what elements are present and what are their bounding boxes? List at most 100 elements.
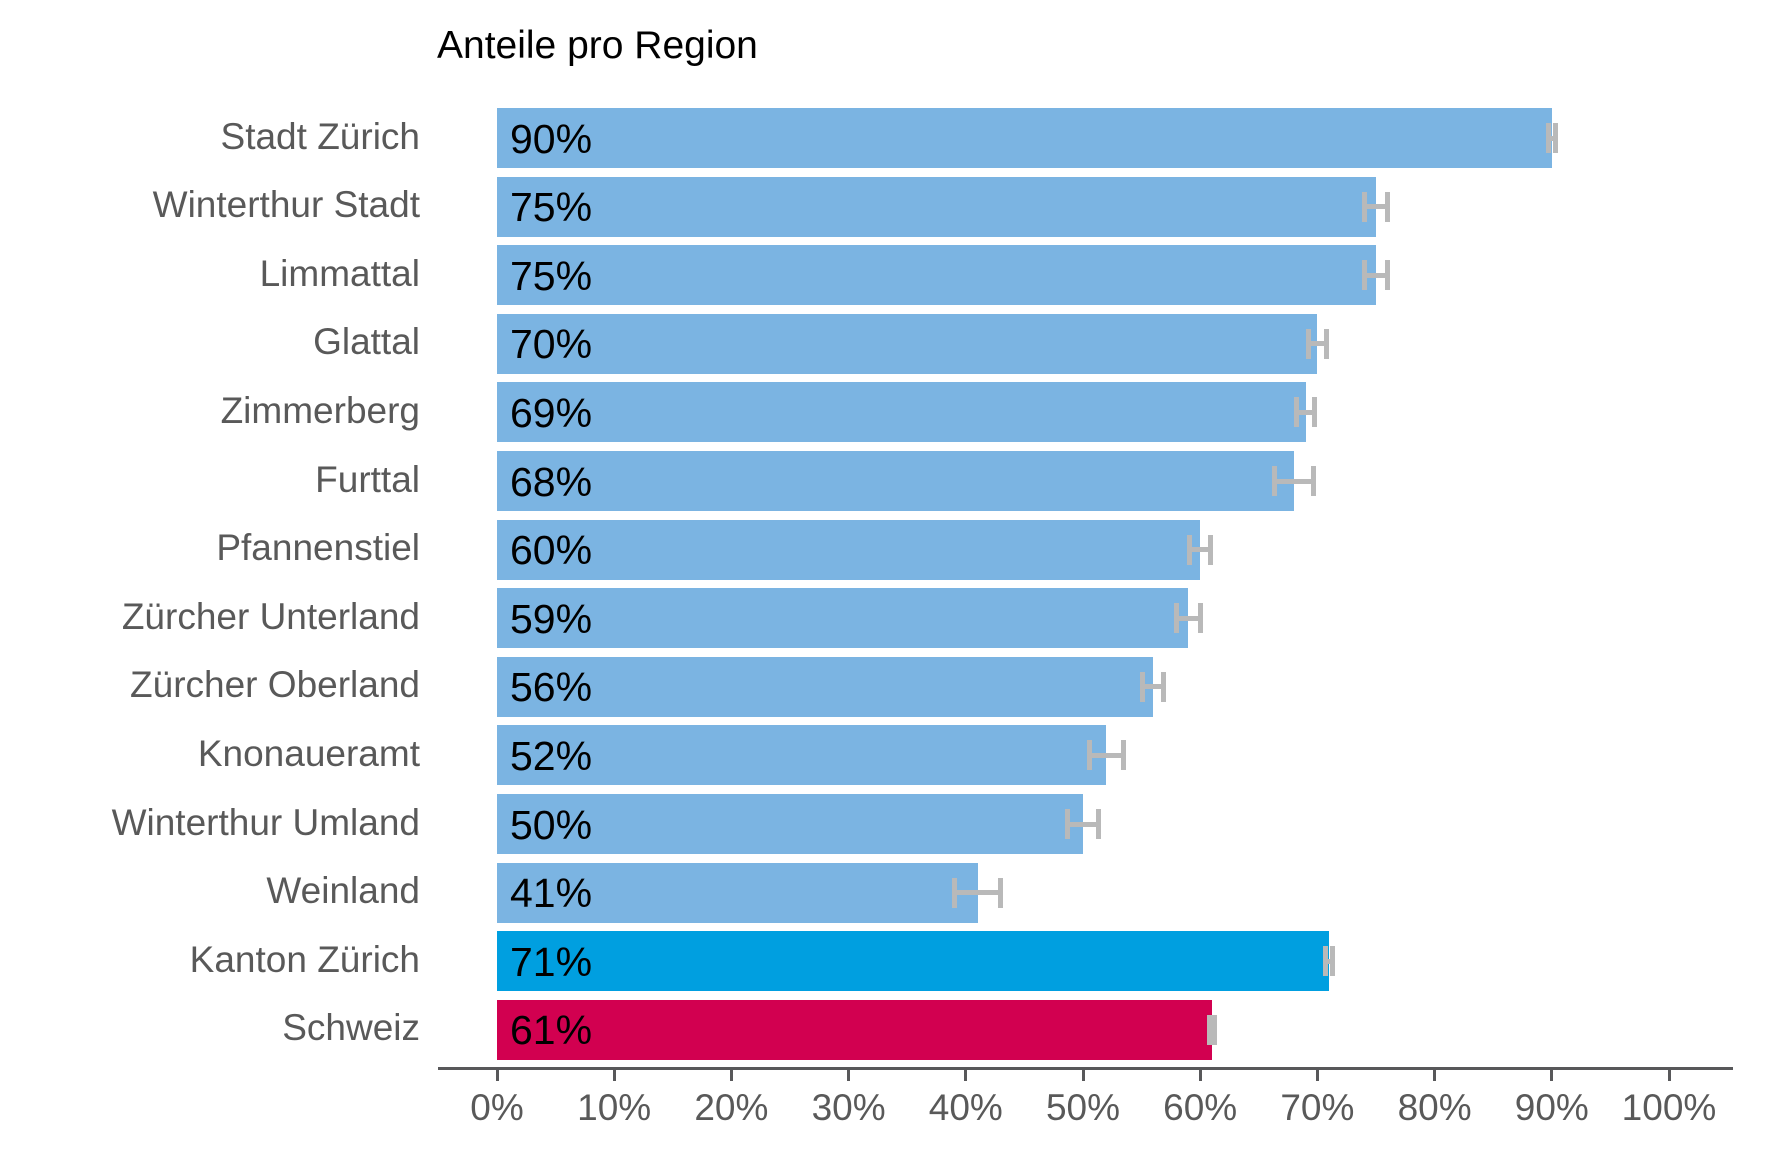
x-axis-tick-label: 80% bbox=[1397, 1087, 1472, 1128]
error-bar bbox=[1305, 328, 1330, 359]
bar-value-label: 75% bbox=[510, 184, 593, 231]
error-bar-segment bbox=[1140, 684, 1167, 690]
category-label: Schweiz bbox=[282, 1007, 420, 1049]
error-bar-segment bbox=[1385, 260, 1391, 291]
bar bbox=[497, 245, 1376, 306]
bar bbox=[497, 313, 1318, 374]
x-axis-tick-label: 0% bbox=[470, 1087, 524, 1128]
error-bar bbox=[951, 877, 1004, 908]
x-axis-tick bbox=[964, 1067, 968, 1081]
bar bbox=[497, 725, 1107, 786]
x-axis-tick-label: 30% bbox=[811, 1087, 886, 1128]
error-bar-segment bbox=[998, 877, 1004, 908]
x-axis-tick bbox=[729, 1067, 733, 1081]
error-bar-segment bbox=[1121, 740, 1127, 771]
x-axis-tick bbox=[1081, 1067, 1085, 1081]
x-axis-tick-label: 40% bbox=[928, 1087, 1003, 1128]
x-axis-tick-label: 60% bbox=[1163, 1087, 1238, 1128]
error-bar-segment bbox=[1086, 752, 1127, 758]
error-bar-segment bbox=[1312, 397, 1318, 428]
x-axis-tick bbox=[847, 1067, 851, 1081]
error-bar bbox=[1361, 191, 1391, 222]
bar bbox=[497, 862, 978, 923]
bar-value-label: 71% bbox=[510, 938, 593, 985]
error-bar-segment bbox=[1329, 946, 1335, 977]
bar-value-label: 56% bbox=[510, 664, 593, 711]
x-axis-tick-label: 100% bbox=[1621, 1087, 1717, 1128]
category-label: Limmattal bbox=[259, 252, 420, 294]
error-bar bbox=[1271, 466, 1317, 496]
bar bbox=[497, 588, 1189, 649]
error-bar-segment bbox=[1211, 1014, 1217, 1045]
bar bbox=[497, 931, 1330, 992]
chart-title: Anteile pro Region bbox=[437, 24, 758, 67]
category-label: Winterthur Stadt bbox=[152, 184, 420, 226]
category-label: Weinland bbox=[266, 870, 420, 912]
x-axis-tick bbox=[612, 1067, 616, 1081]
error-bar-segment bbox=[1385, 191, 1391, 222]
bar-value-label: 60% bbox=[510, 527, 593, 574]
error-bar bbox=[1086, 740, 1127, 771]
error-bar bbox=[1140, 671, 1167, 702]
category-label: Stadt Zürich bbox=[220, 115, 420, 157]
error-bar-segment bbox=[1361, 272, 1391, 278]
bar-value-label: 61% bbox=[510, 1007, 593, 1054]
error-bar bbox=[1323, 946, 1335, 977]
error-bar bbox=[1293, 397, 1318, 428]
category-label: Zürcher Oberland bbox=[130, 664, 420, 706]
bar-value-label: 50% bbox=[510, 801, 593, 848]
error-bar-segment bbox=[1324, 328, 1330, 359]
x-axis-tick bbox=[1433, 1067, 1437, 1081]
bar-value-label: 52% bbox=[510, 732, 593, 779]
error-bar-segment bbox=[1174, 615, 1203, 621]
error-bar bbox=[1207, 1014, 1217, 1045]
bar bbox=[497, 176, 1376, 237]
x-axis-line bbox=[438, 1067, 1733, 1070]
category-label: Zimmerberg bbox=[220, 389, 420, 431]
error-bar bbox=[1545, 123, 1558, 153]
x-axis-tick bbox=[1315, 1067, 1319, 1081]
category-label: Zürcher Unterland bbox=[121, 595, 420, 637]
category-label: Knonaueramt bbox=[197, 732, 420, 774]
category-label: Kanton Zürich bbox=[189, 938, 420, 980]
error-bar-segment bbox=[1208, 534, 1214, 565]
error-bar-segment bbox=[1545, 135, 1558, 141]
bar-value-label: 75% bbox=[510, 252, 593, 299]
error-bar-segment bbox=[1293, 409, 1318, 415]
error-bar bbox=[1174, 603, 1203, 634]
bar bbox=[497, 108, 1552, 168]
error-bar-segment bbox=[1197, 603, 1203, 634]
x-axis-tick bbox=[495, 1067, 499, 1081]
error-bar-segment bbox=[1161, 671, 1167, 702]
error-bar-segment bbox=[1552, 123, 1558, 153]
x-axis-tick-label: 70% bbox=[1280, 1087, 1355, 1128]
error-bar-segment bbox=[1271, 478, 1317, 484]
x-axis-tick bbox=[1667, 1067, 1671, 1081]
error-bar-segment bbox=[1095, 809, 1101, 839]
bar-value-label: 90% bbox=[510, 115, 593, 162]
x-axis-tick-label: 10% bbox=[577, 1087, 652, 1128]
bar bbox=[497, 656, 1154, 717]
bar-value-label: 70% bbox=[510, 321, 593, 368]
category-label: Pfannenstiel bbox=[216, 527, 420, 569]
bar-value-label: 59% bbox=[510, 595, 593, 642]
error-bar-segment bbox=[1305, 341, 1330, 347]
error-bar-segment bbox=[951, 890, 1004, 896]
x-axis-tick bbox=[1198, 1067, 1202, 1081]
error-bar bbox=[1187, 534, 1214, 565]
category-label: Glattal bbox=[313, 321, 420, 363]
x-axis-tick-label: 20% bbox=[694, 1087, 769, 1128]
error-bar-segment bbox=[1311, 466, 1317, 496]
x-axis-tick-label: 90% bbox=[1514, 1087, 1589, 1128]
error-bar-segment bbox=[1361, 204, 1391, 210]
category-label: Furttal bbox=[315, 458, 420, 500]
error-bar bbox=[1065, 809, 1101, 839]
error-bar bbox=[1361, 260, 1391, 291]
x-axis-tick-label: 50% bbox=[1045, 1087, 1121, 1128]
x-axis-tick bbox=[1550, 1067, 1554, 1081]
bar bbox=[497, 451, 1294, 511]
bar bbox=[497, 999, 1212, 1060]
bar bbox=[497, 794, 1083, 854]
bar bbox=[497, 519, 1201, 580]
